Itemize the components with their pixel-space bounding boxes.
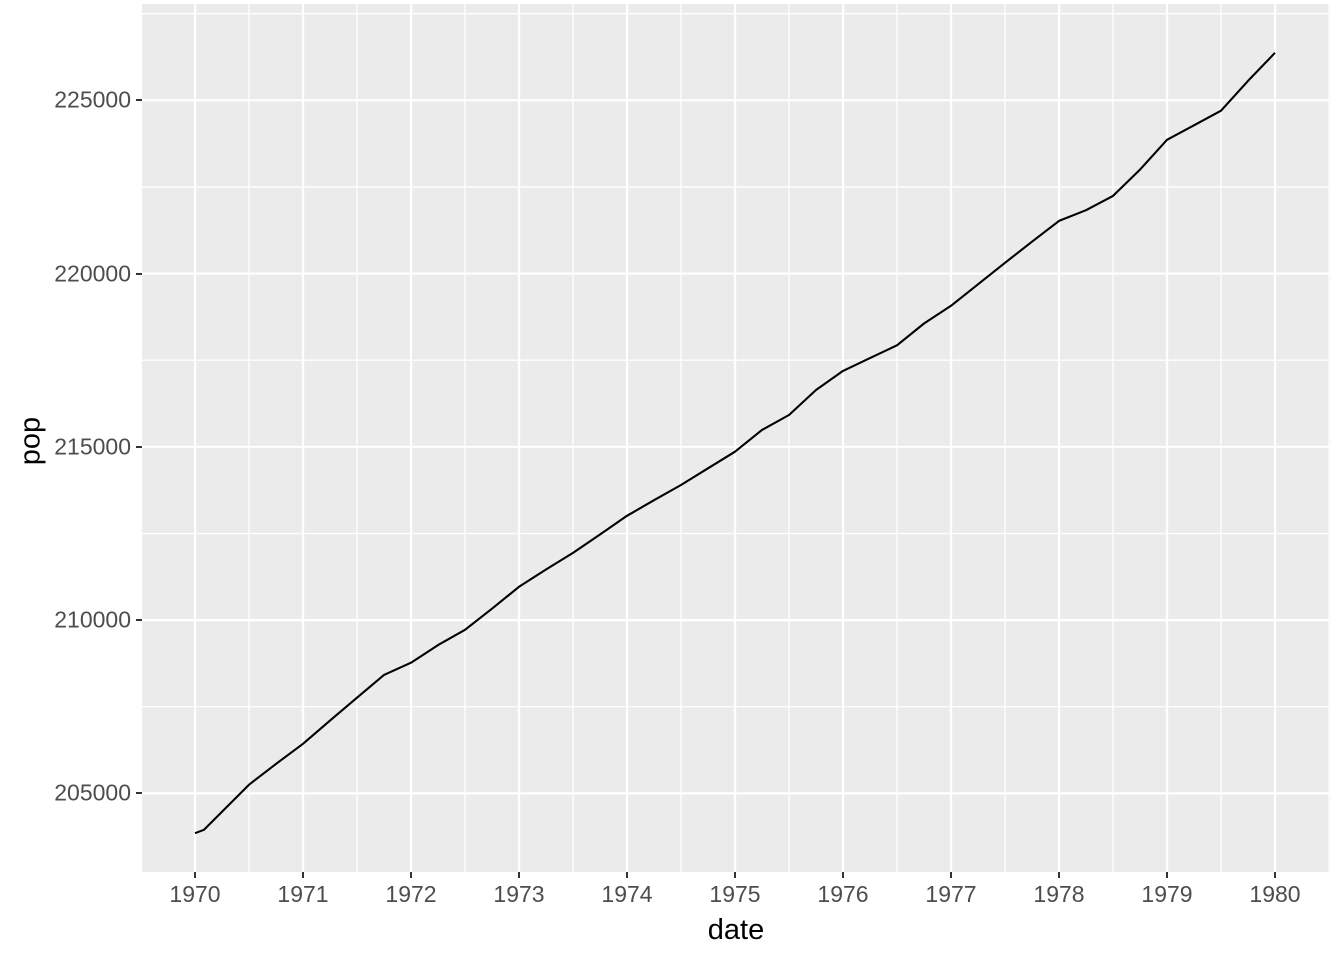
x-tick-mark <box>1166 872 1169 878</box>
x-tick-mark <box>1274 872 1277 878</box>
x-tick-label: 1979 <box>1141 881 1193 907</box>
plot-panel <box>142 4 1330 872</box>
x-tick-label: 1972 <box>385 881 437 907</box>
y-tick-label: 215000 <box>54 433 131 460</box>
y-tick-label: 205000 <box>54 779 131 806</box>
x-tick-mark <box>734 872 737 878</box>
x-tick-mark <box>842 872 845 878</box>
x-tick-mark <box>410 872 413 878</box>
y-tick-mark <box>136 99 142 102</box>
x-tick-mark <box>950 872 953 878</box>
x-tick-label: 1975 <box>709 881 761 907</box>
x-tick-label: 1980 <box>1249 881 1301 907</box>
y-tick-label: 225000 <box>54 86 131 113</box>
y-tick-mark <box>136 792 142 795</box>
y-tick-mark <box>136 445 142 448</box>
x-tick-label: 1974 <box>601 881 653 907</box>
x-tick-label: 1976 <box>817 881 869 907</box>
x-tick-label: 1978 <box>1033 881 1085 907</box>
x-tick-mark <box>626 872 629 878</box>
x-tick-label: 1977 <box>925 881 977 907</box>
x-tick-mark <box>194 872 197 878</box>
y-tick-label: 210000 <box>54 606 131 633</box>
y-tick-mark <box>136 619 142 622</box>
series-line-pop <box>194 52 1276 835</box>
x-tick-mark <box>1058 872 1061 878</box>
x-tick-mark <box>518 872 521 878</box>
x-tick-label: 1970 <box>169 881 221 907</box>
x-tick-label: 1973 <box>493 881 545 907</box>
x-axis-title: date <box>707 914 765 946</box>
x-tick-label: 1971 <box>277 881 329 907</box>
y-tick-label: 220000 <box>54 260 131 287</box>
x-tick-mark <box>302 872 305 878</box>
y-tick-mark <box>136 272 142 275</box>
